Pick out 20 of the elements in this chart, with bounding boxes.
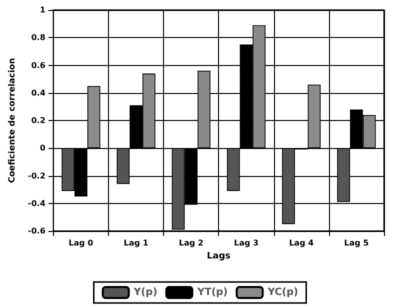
x-axis-title: Lags (206, 251, 230, 262)
y-axis-title: Coeficiente de correlacion (8, 58, 18, 184)
y-tick-label: -0.6 (28, 226, 46, 236)
x-tick-label: Lag 2 (178, 238, 204, 248)
x-tick-label: Lag 0 (68, 238, 94, 248)
x-tick-label: Lag 1 (124, 238, 149, 248)
x-tick-label: Lag 4 (289, 238, 314, 248)
y-tick-label: 0 (40, 144, 46, 153)
y-tick-label: 0.2 (31, 116, 46, 125)
y-tick-label: -0.4 (28, 198, 46, 208)
x-tick-label: Lag 5 (344, 238, 370, 248)
y-tick-label: 1 (40, 6, 46, 14)
legend-label: Y(p) (132, 287, 158, 298)
legend-label: YC(p) (266, 287, 298, 298)
y-tick-label: -0.2 (28, 171, 46, 180)
legend-label: YT(p) (196, 287, 228, 298)
x-tick-label: Lag 3 (234, 238, 259, 248)
y-tick-label: 0.4 (31, 88, 46, 98)
y-tick-label: 0.8 (31, 33, 46, 42)
y-tick-label: 0.6 (31, 60, 46, 70)
